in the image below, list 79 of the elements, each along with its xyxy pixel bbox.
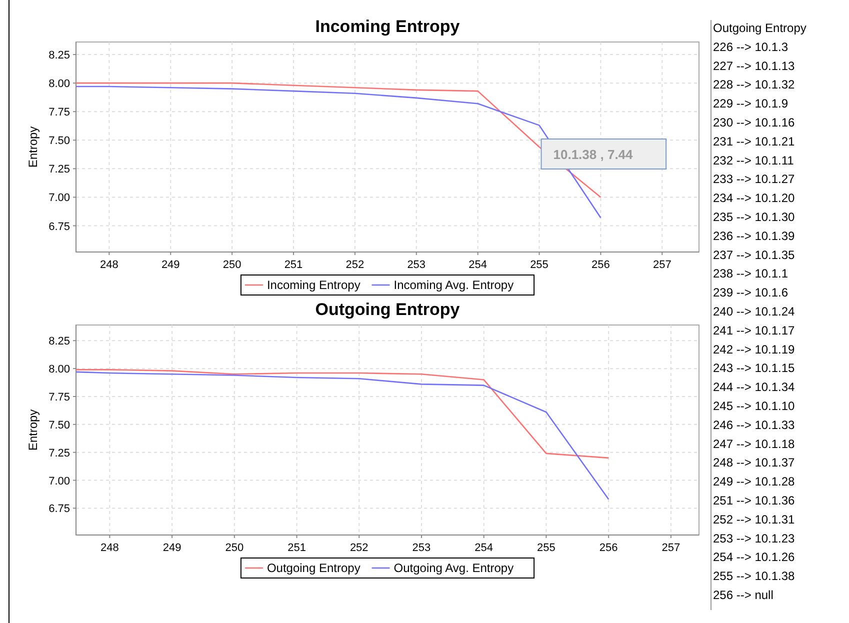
y-axis-title: Entropy — [26, 126, 40, 168]
y-tick-label: 7.75 — [48, 106, 70, 119]
x-tick-label: 257 — [652, 259, 672, 271]
x-tick-label: 251 — [284, 259, 303, 271]
y-tick-label: 6.75 — [48, 503, 70, 516]
x-tick-label: 251 — [288, 542, 306, 554]
y-axis-title: Entropy — [26, 409, 40, 451]
text: 248 --> 10.1.37 — [713, 456, 796, 470]
x-tick-label: 254 — [474, 542, 494, 554]
text: 231 --> 10.1.21 — [713, 134, 796, 148]
text: 253 --> 10.1.23 — [713, 531, 796, 546]
x-tick-label: 254 — [468, 259, 487, 271]
text: 247 --> 10.1.18 — [713, 436, 796, 451]
x-tick-label: 249 — [161, 259, 180, 271]
text: 246 --> 10.1.33 — [713, 418, 796, 432]
x-tick-label: 253 — [412, 542, 431, 554]
x-tick-label: 250 — [222, 259, 242, 271]
y-tick-label: 7.75 — [48, 391, 70, 404]
legend-label: Outgoing Entropy — [266, 561, 360, 575]
text: 237 --> 10.1.35 — [713, 248, 796, 262]
chart-title: Incoming Entropy — [315, 17, 460, 36]
y-tick-label: 7.25 — [48, 447, 70, 460]
x-tick-label: 253 — [407, 259, 426, 271]
y-tick-label: 7.00 — [48, 475, 70, 488]
text: 233 --> 10.1.27 — [713, 172, 796, 186]
line-series — [76, 369, 610, 459]
text: 249 --> 10.1.28 — [713, 474, 796, 489]
text: 254 --> 10.1.26 — [713, 550, 796, 564]
legend-label: Incoming Entropy — [266, 278, 360, 292]
y-tick-label: 8.25 — [48, 50, 70, 62]
text: 230 --> 10.1.16 — [713, 116, 796, 130]
text: 241 --> 10.1.17 — [713, 323, 796, 338]
y-tick-label: 8.25 — [48, 336, 70, 348]
x-tick-label: 249 — [162, 542, 182, 554]
line-series — [76, 82, 602, 198]
x-tick-label: 257 — [662, 542, 680, 554]
text: 229 --> 10.1.9 — [713, 96, 788, 111]
text: 245 --> 10.1.10 — [713, 399, 796, 413]
y-tick-label: 7.00 — [48, 192, 70, 204]
text: 252 --> 10.1.31 — [713, 512, 796, 526]
text: 228 --> 10.1.32 — [713, 78, 796, 92]
text: 235 --> 10.1.30 — [713, 210, 796, 224]
legend-label: Incoming Avg. Entropy — [394, 278, 514, 292]
x-tick-label: 256 — [599, 542, 618, 554]
text: Outgoing Entropy — [713, 21, 806, 35]
x-tick-label: 252 — [350, 542, 368, 554]
text: 244 --> 10.1.34 — [713, 380, 796, 394]
text: 255 --> 10.1.38 — [713, 569, 796, 584]
y-tick-label: 8.00 — [48, 364, 70, 376]
text: 238 --> 10.1.1 — [713, 266, 788, 281]
tooltip-box: 10.1.38 , 7.44 — [540, 138, 667, 170]
x-tick-label: 250 — [225, 542, 244, 554]
x-tick-label: 248 — [100, 542, 119, 554]
x-tick-label: 252 — [346, 259, 364, 271]
y-tick-label: 8.00 — [48, 78, 70, 90]
y-tick-label: 7.50 — [48, 135, 70, 148]
text: 251 --> 10.1.36 — [713, 494, 796, 508]
x-tick-label: 256 — [592, 259, 610, 271]
text: 240 --> 10.1.24 — [713, 304, 796, 318]
text: 234 --> 10.1.20 — [713, 191, 796, 206]
text: 256 --> null — [713, 588, 774, 602]
legend-label: Outgoing Avg. Entropy — [394, 561, 514, 575]
x-tick-label: 248 — [100, 259, 118, 271]
chart-title: Outgoing Entropy — [315, 300, 460, 319]
text: 236 --> 10.1.39 — [713, 228, 796, 243]
text: 227 --> 10.1.13 — [713, 58, 796, 73]
y-tick-label: 6.75 — [48, 220, 70, 233]
x-tick-label: 255 — [537, 542, 556, 554]
text: 226 --> 10.1.3 — [713, 40, 788, 54]
text: 242 --> 10.1.19 — [713, 342, 796, 356]
y-tick-label: 7.25 — [48, 164, 70, 176]
x-tick-label: 255 — [530, 259, 548, 271]
line-series — [76, 371, 610, 500]
text: 243 --> 10.1.15 — [713, 361, 796, 376]
y-tick-label: 7.50 — [48, 419, 70, 432]
text: 239 --> 10.1.6 — [713, 286, 788, 300]
annotation: 10.1.38 , 7.44 — [553, 147, 634, 162]
text: 232 --> 10.1.11 — [713, 153, 794, 168]
line-series — [76, 86, 602, 218]
